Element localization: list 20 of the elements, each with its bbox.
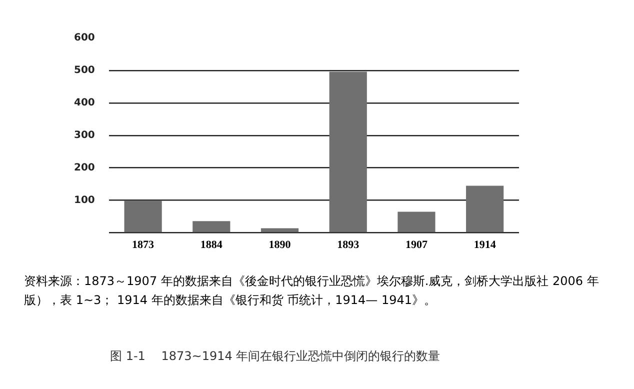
x-tick-label: 1907 — [405, 239, 428, 252]
bar — [329, 72, 367, 232]
x-tick-label: 1893 — [337, 239, 360, 252]
y-tick-label: 500 — [74, 65, 95, 76]
x-tick-label: 1884 — [200, 239, 223, 252]
caption: 图 1-1 1873~1914 年间在银行业恐慌中倒闭的银行的数量 — [110, 348, 440, 365]
y-tick-label: 200 — [74, 162, 95, 174]
x-tick-label: 1914 — [474, 239, 496, 252]
y-tick-label: 100 — [74, 194, 95, 206]
text: 资料来源：1873～1907 年的数据来自《後金时代的银行业恐慌》埃尔穆斯.威克，剑桥大学出版社 2006 年版），表 1~3； 1914 年的数据来自《银行和货 币统计，1914— 1941》。 — [24, 273, 600, 309]
bar — [192, 221, 230, 232]
bar — [398, 212, 436, 232]
bar — [260, 228, 299, 232]
bar — [466, 186, 504, 232]
y-tick-label: 300 — [74, 130, 95, 141]
bar — [124, 200, 162, 232]
x-tick-label: 1873 — [132, 239, 155, 252]
y-tick-label: 600 — [74, 32, 95, 44]
y-tick-label: 400 — [74, 98, 95, 109]
x-tick-label: 1890 — [268, 239, 292, 252]
